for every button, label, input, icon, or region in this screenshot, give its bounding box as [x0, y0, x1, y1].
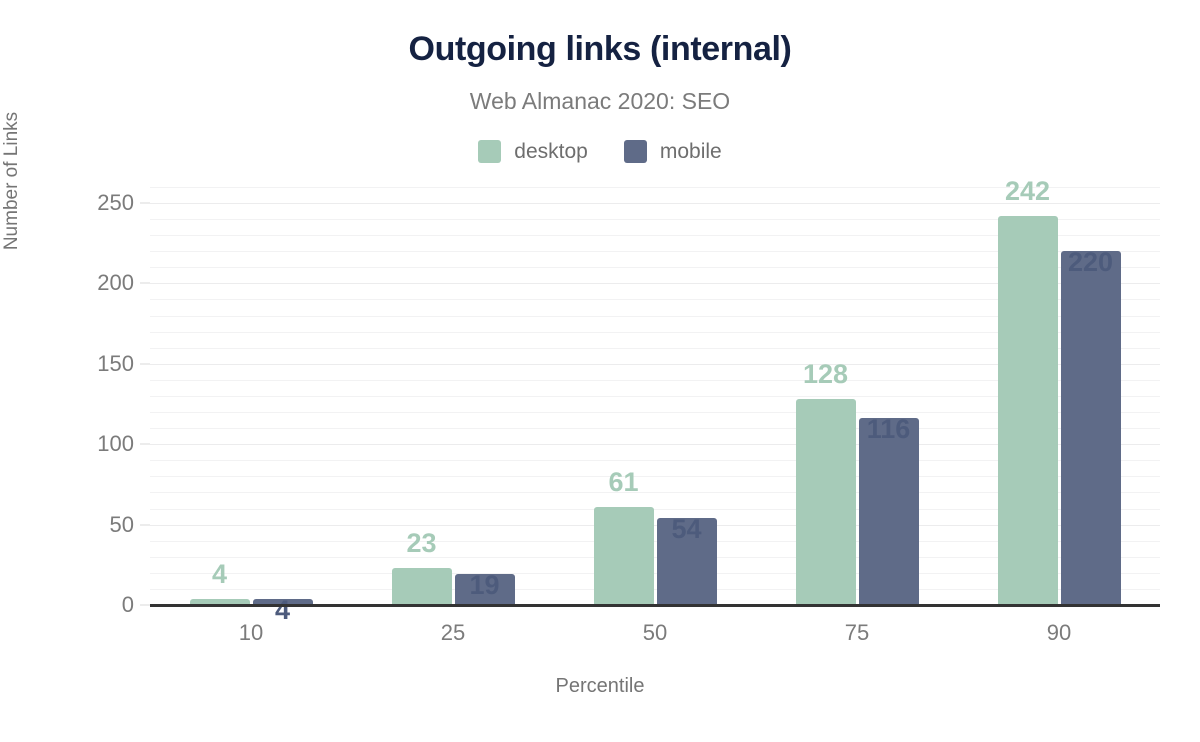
y-axis-tick-mark: [140, 202, 150, 204]
gridline-minor: [150, 299, 1160, 301]
bar-value-label-mobile-25: 19: [469, 570, 500, 601]
bar-desktop-50[interactable]: [593, 506, 654, 605]
bar-value-label-mobile-75: 116: [866, 414, 911, 445]
legend-swatch-mobile-icon: [623, 140, 647, 163]
bar-value-label-desktop-50: 61: [608, 466, 639, 497]
bar-mobile-90[interactable]: [1060, 251, 1121, 605]
bar-value-label-mobile-50: 54: [671, 514, 702, 545]
bar-value-label-desktop-75: 128: [802, 359, 849, 390]
chart-legend: desktop mobile: [0, 140, 1200, 163]
gridline-minor: [150, 492, 1160, 494]
y-axis-tick-mark: [140, 363, 150, 365]
x-axis-line: [150, 604, 1160, 607]
y-axis-tick-mark: [140, 604, 150, 606]
gridline-minor: [150, 186, 1160, 188]
x-axis-tick-label-10: 10: [238, 620, 264, 645]
legend-label-mobile: mobile: [659, 140, 722, 163]
y-axis-tick-mark: [140, 524, 150, 526]
y-axis-tick-label: 50: [109, 511, 134, 537]
gridline-minor: [150, 508, 1160, 510]
gridline-minor: [150, 460, 1160, 462]
legend-item-desktop[interactable]: desktop: [478, 140, 588, 163]
x-axis-tick-label-75: 75: [844, 620, 870, 645]
bar-mobile-75[interactable]: [858, 418, 919, 605]
legend-item-mobile[interactable]: mobile: [623, 140, 722, 163]
bar-value-label-mobile-90: 220: [1067, 247, 1114, 278]
bar-mobile-50[interactable]: [656, 518, 717, 605]
chart-title: Outgoing links (internal): [408, 30, 792, 68]
bar-desktop-75[interactable]: [795, 399, 856, 605]
gridline-minor: [150, 315, 1160, 317]
y-axis-tick-label: 100: [97, 431, 134, 457]
gridline-minor: [150, 556, 1160, 558]
gridline-minor: [150, 331, 1160, 333]
gridline-major: [150, 524, 1160, 526]
legend-label-desktop: desktop: [514, 140, 588, 163]
bar-mobile-10[interactable]: [252, 598, 313, 605]
x-axis-tick-label-90: 90: [1046, 620, 1072, 645]
gridline-minor: [150, 412, 1160, 414]
legend-swatch-desktop-icon: [478, 140, 502, 163]
x-axis-title: Percentile: [555, 675, 645, 697]
y-axis-tick-label: 0: [121, 592, 134, 617]
gridline-minor: [150, 219, 1160, 221]
bar-desktop-10[interactable]: [189, 598, 250, 605]
gridline-minor: [150, 540, 1160, 542]
gridline-minor: [150, 572, 1160, 574]
y-axis-tick-mark: [140, 282, 150, 284]
gridline-major: [150, 283, 1160, 285]
gridline-minor: [150, 395, 1160, 397]
y-axis-tick-mark: [140, 443, 150, 445]
gridline-minor: [150, 251, 1160, 253]
chart-subtitle: Web Almanac 2020: SEO: [469, 88, 731, 114]
bar-value-label-mobile-10: 4: [274, 594, 291, 625]
x-axis-tick-label-50: 50: [642, 620, 668, 645]
gridline-minor: [150, 267, 1160, 269]
gridline-minor: [150, 379, 1160, 381]
gridline-minor: [150, 347, 1160, 349]
y-axis-tick-label: 250: [97, 190, 134, 215]
y-axis-tick-label: 150: [97, 350, 134, 376]
gridline-minor: [150, 588, 1160, 590]
gridline-major: [150, 444, 1160, 446]
bar-desktop-25[interactable]: [391, 568, 452, 605]
bar-desktop-90[interactable]: [997, 215, 1058, 605]
bar-value-label-desktop-10: 4: [211, 558, 228, 589]
gridline-major: [150, 203, 1160, 204]
gridline-minor: [150, 476, 1160, 478]
bar-mobile-25[interactable]: [454, 574, 515, 605]
gridline-minor: [150, 235, 1160, 237]
gridline-major: [150, 363, 1160, 365]
bar-value-label-desktop-90: 242: [1004, 175, 1051, 206]
y-axis-title: Number of Links: [1, 111, 22, 251]
gridline-minor: [150, 428, 1160, 430]
x-axis-tick-label-25: 25: [440, 620, 466, 645]
bar-value-label-desktop-25: 23: [406, 528, 437, 559]
y-axis-tick-label: 200: [97, 270, 134, 296]
plot-area: 4 4 23 19 61 54 128 116 242 220: [150, 176, 1160, 625]
